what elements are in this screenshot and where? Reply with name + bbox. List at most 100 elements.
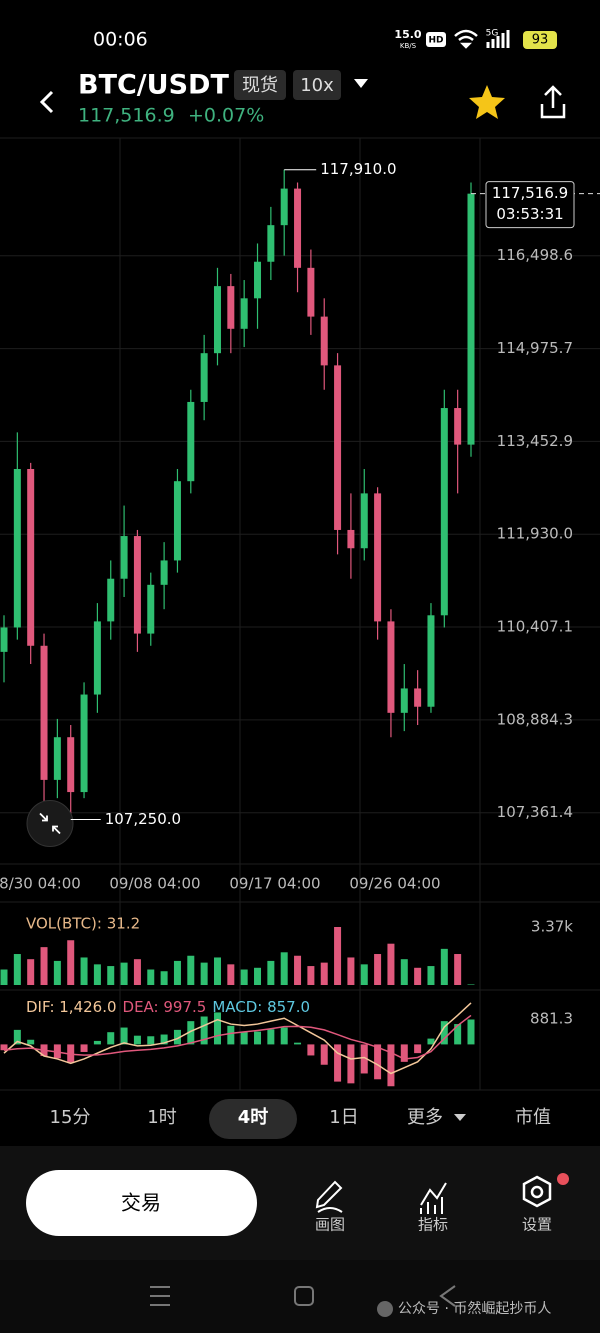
candle-body bbox=[267, 225, 275, 262]
macd-bar bbox=[334, 1044, 342, 1082]
wifi-icon bbox=[454, 29, 478, 49]
volume-bar bbox=[294, 955, 302, 985]
signal-type: 5G bbox=[486, 29, 499, 39]
collapse-icon bbox=[39, 812, 61, 835]
volume-bar bbox=[133, 959, 141, 985]
timeframe-tab[interactable]: 4时 bbox=[238, 1107, 269, 1128]
macd-bar bbox=[454, 1024, 462, 1045]
timeframe-tab[interactable]: 市值 bbox=[515, 1107, 551, 1128]
candle-body bbox=[454, 408, 462, 445]
y-tick-label: 113,452.9 bbox=[497, 432, 573, 450]
volume-bar bbox=[147, 969, 155, 985]
candle-body bbox=[280, 188, 288, 226]
volume-bar bbox=[0, 969, 8, 985]
trade-label[interactable]: 交易 bbox=[121, 1191, 161, 1215]
volume-bar bbox=[254, 967, 262, 985]
indicator-icon[interactable] bbox=[420, 1182, 447, 1214]
nav-back[interactable] bbox=[439, 1285, 456, 1307]
macd-bar bbox=[360, 1044, 368, 1074]
dropdown-arrow[interactable] bbox=[354, 79, 368, 88]
candle-body bbox=[107, 578, 115, 622]
signal-icon bbox=[486, 30, 510, 48]
volume-bar bbox=[440, 948, 448, 985]
volume-bar bbox=[93, 964, 101, 985]
draw-icon[interactable] bbox=[315, 1180, 343, 1213]
net-speed: 15.0 bbox=[394, 28, 421, 41]
volume-bar bbox=[374, 954, 382, 985]
volume-bar bbox=[40, 947, 48, 985]
volume-bar bbox=[53, 960, 61, 985]
macd-bar bbox=[427, 1038, 435, 1045]
volume-bar bbox=[267, 960, 275, 985]
macd-bar bbox=[173, 1029, 181, 1045]
last-price-box bbox=[485, 181, 575, 229]
notification-dot bbox=[557, 1173, 569, 1185]
tool-label[interactable]: 指标 bbox=[418, 1216, 448, 1234]
last-price: 117,516.9 bbox=[492, 184, 568, 202]
timeframe-tab[interactable]: 1日 bbox=[329, 1107, 358, 1128]
macd-tick: 881.3 bbox=[530, 1009, 573, 1027]
volume-bar bbox=[347, 957, 355, 985]
more-arrow[interactable] bbox=[454, 1114, 466, 1121]
candle-body bbox=[147, 584, 155, 634]
y-tick-label: 114,975.7 bbox=[497, 339, 573, 357]
macd-bar bbox=[440, 1021, 448, 1045]
high-label: 117,910.0 bbox=[320, 160, 396, 178]
countdown: 03:53:31 bbox=[496, 205, 563, 223]
trade-button[interactable] bbox=[26, 1170, 257, 1236]
leverage: 10x bbox=[300, 75, 334, 96]
nav-bar bbox=[0, 1260, 600, 1333]
candle-body bbox=[347, 529, 355, 549]
favorite-star[interactable] bbox=[469, 85, 505, 119]
candle-body bbox=[334, 365, 342, 530]
volume-bar bbox=[400, 959, 408, 985]
macd-bar bbox=[294, 1042, 302, 1045]
macd-bar bbox=[0, 1044, 8, 1051]
macd-bar bbox=[320, 1044, 328, 1065]
candle-body bbox=[173, 481, 181, 561]
macd-bar bbox=[280, 1027, 288, 1045]
share-icon[interactable] bbox=[540, 85, 566, 119]
watermark-icon bbox=[377, 1301, 393, 1317]
collapse-button[interactable] bbox=[26, 800, 74, 848]
pair[interactable]: BTC/USDT bbox=[78, 70, 229, 101]
candle-body bbox=[187, 401, 195, 482]
volume-bar bbox=[80, 957, 88, 985]
macd-bar bbox=[387, 1044, 395, 1087]
volume-bar bbox=[454, 954, 462, 985]
volume-bar bbox=[280, 952, 288, 985]
timeframe-tab[interactable]: 1时 bbox=[147, 1107, 176, 1128]
back-button[interactable] bbox=[39, 90, 54, 114]
volume-bar bbox=[120, 962, 128, 985]
change: +0.07% bbox=[188, 105, 264, 127]
volume-bar bbox=[213, 957, 221, 985]
tool-label[interactable]: 设置 bbox=[522, 1216, 552, 1234]
macd-bar bbox=[240, 1031, 248, 1045]
timeframe-tab[interactable]: 15分 bbox=[50, 1107, 91, 1128]
nav-menu[interactable] bbox=[150, 1286, 170, 1306]
candle-body bbox=[200, 353, 208, 402]
y-tick-label: 111,930.0 bbox=[497, 525, 573, 543]
macd-dif: DIF: 1,426.0 bbox=[26, 998, 117, 1016]
macd-bar bbox=[254, 1031, 262, 1045]
macd-bar bbox=[374, 1044, 382, 1080]
volume-bar bbox=[27, 959, 35, 985]
candle-body bbox=[360, 493, 368, 549]
volume-bar bbox=[360, 964, 368, 985]
dea-line bbox=[3, 1014, 472, 1060]
candle-body bbox=[93, 621, 101, 695]
candle-body bbox=[120, 536, 128, 579]
volume-bar bbox=[67, 940, 75, 985]
y-tick-label: 116,498.6 bbox=[497, 246, 573, 264]
macd-bar bbox=[347, 1044, 355, 1084]
volume-bar bbox=[240, 969, 248, 985]
tool-label[interactable]: 画图 bbox=[315, 1216, 345, 1234]
net-unit: KB/S bbox=[400, 42, 417, 50]
settings-icon[interactable] bbox=[522, 1175, 552, 1208]
nav-home[interactable] bbox=[294, 1286, 314, 1306]
volume-bar bbox=[227, 964, 235, 985]
timeframe-tab[interactable]: 更多 bbox=[407, 1107, 443, 1128]
x-tick-label: 09/08 04:00 bbox=[109, 875, 200, 893]
